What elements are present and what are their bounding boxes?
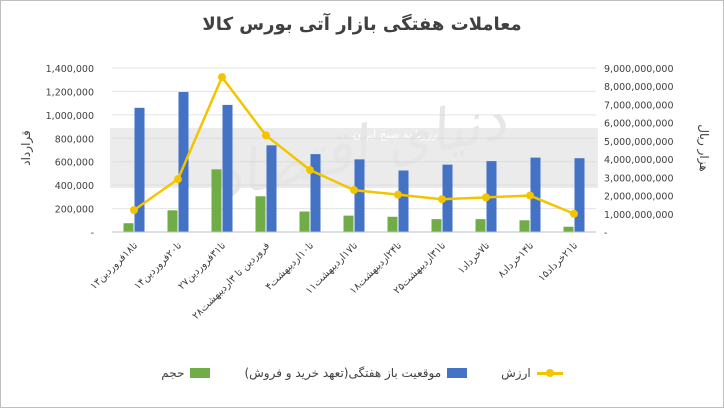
point-value [526,191,534,200]
bar-volume [387,216,398,232]
legend-item-volume: حجم [161,366,211,380]
y-tick-right: 9,000,000,000 [604,64,674,75]
y-tick-left: - [91,228,94,239]
point-value [438,195,446,204]
y-tick-right: 7,000,000,000 [604,100,674,111]
bar-open-interest [310,154,321,232]
point-value [482,193,490,202]
y-tick-left: 1,400,000 [46,64,94,75]
y-tick-right: 6,000,000,000 [604,119,674,130]
bar-open-interest [134,107,145,232]
bar-open-interest [574,158,585,232]
x-tick-label: ۲۸فروردین تا ۳اردیبهشت [191,240,273,322]
bar-open-interest [222,104,233,232]
bar-volume [167,210,178,232]
point-value [394,190,402,199]
y-axis-left-label: قرارداد [19,130,34,166]
y-tick-right: 5,000,000,000 [604,137,674,148]
x-tick-label: ۸تا۱۴خرداد [496,240,536,280]
y-tick-left: 1,200,000 [46,87,94,98]
watermark-banner [110,128,598,188]
y-axis-right-label: هزار ریال [696,124,711,171]
bar-open-interest [398,170,409,232]
legend-swatch-open-interest [447,368,468,378]
bar-volume [255,196,266,232]
point-value [218,73,226,82]
legend-item-open-interest: موقعیت باز هفتگی(تعهد خرید و فروش) [244,366,468,380]
legend-swatch-volume [190,368,211,378]
bar-volume [431,219,442,232]
legend-label-volume: حجم [161,366,185,380]
point-value [306,166,314,175]
y-tick-left: 400,000 [55,181,94,192]
y-tick-left: 800,000 [55,134,94,145]
y-tick-left: 1,000,000 [46,111,94,122]
y-tick-left: 200,000 [55,205,94,216]
point-value [130,206,138,215]
bar-open-interest [530,157,541,232]
point-value [350,186,358,195]
legend-label-value: ارزش [501,366,531,380]
bar-open-interest [178,92,189,232]
y-tick-right: 1,000,000,000 [604,210,674,221]
bar-volume [343,215,354,232]
y-tick-right: 3,000,000,000 [604,173,674,184]
y-tick-right: 2,000,000,000 [604,192,674,203]
legend: ارزش موقعیت باز هفتگی(تعهد خرید و فروش) … [0,366,724,380]
bar-open-interest [354,159,365,232]
bar-open-interest [266,145,277,232]
y-tick-right: - [604,228,607,239]
point-value [570,209,578,218]
y-tick-right: 4,000,000,000 [604,155,674,166]
y-tick-left: 600,000 [55,158,94,169]
x-tick-label: ۱۵تا۲۱خرداد [536,240,580,284]
legend-swatch-value [536,368,563,377]
x-tick-label: ۱تا۷خرداد [456,240,492,276]
point-value [262,131,270,140]
line-layer [130,73,578,218]
bar-volume [123,223,134,232]
chart-title: معاملات هفتگی بازار آتی بورس کالا [202,14,522,35]
bar-volume [563,226,574,232]
point-value [174,175,182,184]
y-tick-right: 8,000,000,000 [604,82,674,93]
bar-volume [299,211,310,232]
bar-volume [475,219,486,232]
legend-label-open-interest: موقعیت باز هفتگی(تعهد خرید و فروش) [244,366,442,380]
legend-item-value: ارزش [501,366,563,380]
bar-volume [211,169,222,232]
watermark-banner-text: روزنامه صبح ایران [353,128,437,141]
bar-volume [519,220,530,232]
